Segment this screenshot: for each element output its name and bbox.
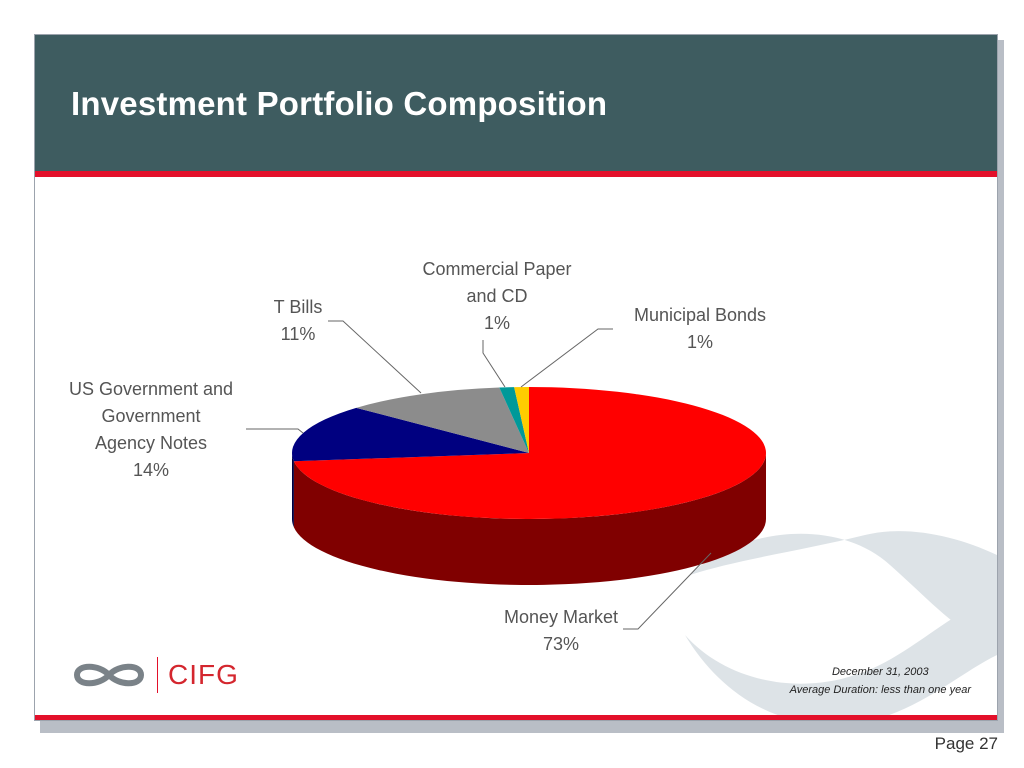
slice-label-0: Money Market 73%	[504, 607, 618, 654]
pie-slice-3	[499, 387, 529, 453]
leader-line-2	[328, 320, 422, 394]
slice-label-4: Municipal Bonds 1%	[634, 305, 766, 352]
pie-body	[292, 387, 766, 585]
leader-line-0	[623, 552, 712, 630]
slice-labels: Money Market 73% US Government and Governme…	[69, 259, 766, 654]
leader-line-4	[520, 328, 613, 388]
watermark-swoosh-icon	[685, 531, 997, 720]
footnote: December 31, 2003 Average Duration: less…	[790, 663, 971, 699]
infinity-logo-icon	[73, 663, 145, 687]
logo-wordmark: CIFG	[168, 659, 239, 690]
pie-slice-1	[292, 407, 529, 462]
slide-title: Investment Portfolio Composition	[71, 85, 608, 122]
footnote-duration: Average Duration: less than one year	[789, 684, 971, 696]
cifg-logo: CIFG	[69, 657, 239, 693]
leader-line-3	[482, 340, 506, 388]
pie-slice-4	[514, 387, 529, 453]
header-stripe	[35, 171, 997, 177]
slice-label-1: US Government and Government Agency Notes 1…	[69, 379, 233, 480]
slide: Investment Portfolio Composition Money M…	[34, 34, 998, 721]
bottom-stripe	[35, 715, 997, 720]
slice-label-2: T Bills 11%	[274, 297, 323, 344]
pie-side-1	[292, 453, 294, 528]
leader-lines	[246, 320, 712, 630]
leader-line-1	[246, 428, 304, 434]
pie-chart: Money Market 73% US Government and Governme…	[69, 259, 997, 720]
pie-slice-0	[293, 387, 766, 519]
slide-header: Investment Portfolio Composition	[35, 35, 997, 171]
slice-label-3: Commercial Paper and CD 1%	[422, 259, 571, 333]
pie-side-0	[293, 453, 766, 585]
page-number: Page 27	[934, 734, 998, 753]
pie-slice-2	[356, 387, 529, 453]
footnote-date: December 31, 2003	[831, 666, 929, 678]
logo-divider	[157, 657, 158, 693]
